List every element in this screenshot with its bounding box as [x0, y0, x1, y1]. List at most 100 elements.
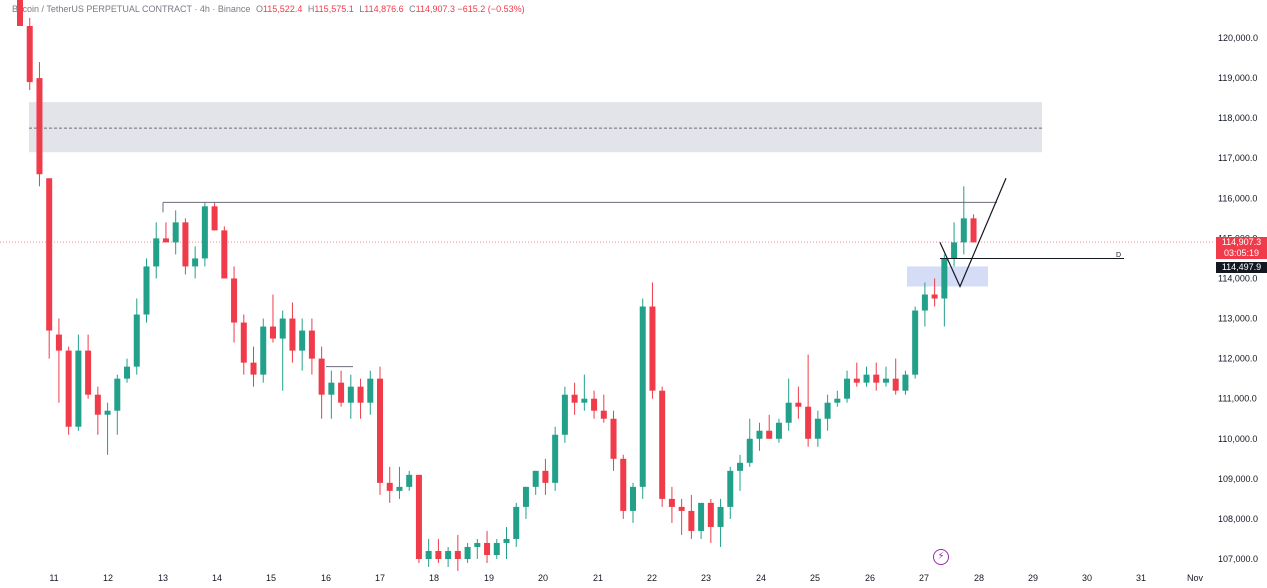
- candle: [357, 378, 364, 419]
- candle-body: [882, 378, 889, 383]
- candle-body: [746, 438, 753, 463]
- candle: [834, 390, 841, 407]
- candle: [659, 386, 666, 507]
- x-tick-label: 26: [865, 573, 875, 583]
- candle-body: [814, 418, 821, 439]
- candle-body: [853, 378, 860, 383]
- candle: [610, 410, 617, 471]
- y-tick-label: 112,000.0: [1218, 354, 1257, 364]
- candle-body: [124, 366, 131, 379]
- candle-body: [639, 306, 646, 487]
- candle-body: [347, 386, 354, 403]
- x-tick-label: 31: [1136, 573, 1146, 583]
- candle: [581, 374, 588, 411]
- candle-body: [454, 550, 461, 559]
- candle-body: [153, 238, 160, 267]
- candle-body: [269, 326, 276, 339]
- candle-body: [581, 398, 588, 403]
- candle-body: [46, 178, 53, 331]
- candle: [377, 366, 384, 495]
- candle-body: [65, 350, 72, 427]
- candle: [814, 410, 821, 447]
- candle-body: [542, 470, 549, 483]
- candle-body: [493, 542, 500, 555]
- candle-body: [133, 314, 140, 367]
- candle: [766, 414, 773, 439]
- candle-body: [571, 394, 578, 403]
- candle: [425, 538, 432, 568]
- candle: [921, 282, 928, 327]
- candle: [707, 498, 714, 543]
- y-tick-label: 110,000.0: [1218, 434, 1257, 444]
- candle: [124, 358, 131, 383]
- candle-body: [892, 378, 899, 391]
- candle: [737, 454, 744, 491]
- candle: [639, 298, 646, 499]
- y-tick-label: 118,000.0: [1218, 113, 1257, 123]
- candle-body: [532, 470, 539, 487]
- candle: [299, 318, 306, 371]
- y-tick-label: 114,000.0: [1218, 273, 1257, 283]
- candle: [795, 386, 802, 419]
- candle: [201, 202, 208, 267]
- y-tick-label: 120,000.0: [1218, 33, 1258, 43]
- candle: [269, 294, 276, 343]
- candle: [143, 258, 150, 323]
- candle-body: [299, 330, 306, 351]
- candle-body: [289, 318, 296, 351]
- candle: [542, 458, 549, 495]
- x-tick-label: 28: [974, 573, 984, 583]
- candle: [153, 222, 160, 279]
- candle-body: [143, 266, 150, 315]
- candle: [912, 306, 919, 379]
- candle-body: [629, 486, 636, 511]
- candle: [17, 0, 23, 26]
- y-tick-label: 109,000.0: [1218, 474, 1258, 484]
- candle: [396, 466, 403, 499]
- demand-zone: [907, 266, 988, 287]
- candle: [211, 202, 218, 231]
- candle-body: [678, 506, 685, 511]
- candle-body: [727, 470, 734, 507]
- candle: [289, 302, 296, 363]
- candle: [46, 178, 53, 359]
- candle: [94, 386, 101, 435]
- candle-body: [960, 218, 967, 243]
- x-tick-label: 30: [1082, 573, 1092, 583]
- candle: [951, 222, 958, 267]
- candle-body: [912, 310, 919, 375]
- candle-body: [552, 434, 559, 483]
- line-label: D: [1116, 252, 1122, 259]
- candle: [805, 354, 812, 447]
- candle: [464, 542, 471, 564]
- candle: [882, 366, 889, 387]
- close-label: C: [409, 4, 416, 14]
- candle-body: [717, 506, 724, 527]
- candle: [970, 214, 977, 243]
- candle-body: [338, 382, 345, 403]
- candle-body: [863, 374, 870, 383]
- high-label: H: [307, 4, 315, 14]
- candle: [853, 362, 860, 387]
- candle-body: [250, 362, 257, 375]
- candle: [308, 318, 315, 375]
- candle: [688, 494, 695, 539]
- low-value: 114,876.6: [364, 4, 404, 14]
- lightning-icon[interactable]: ⚡: [933, 549, 949, 565]
- candle: [474, 538, 481, 559]
- x-tick-label: 17: [375, 573, 385, 583]
- candle-body: [114, 378, 121, 411]
- candle: [367, 370, 374, 415]
- candle: [85, 334, 92, 399]
- candle: [279, 310, 286, 391]
- high-value: 115,575.1: [314, 4, 354, 14]
- candle: [75, 334, 82, 431]
- x-tick-label: 18: [429, 573, 439, 583]
- candle-body: [85, 350, 92, 395]
- candle: [941, 254, 948, 327]
- candle: [454, 534, 461, 572]
- candle-body: [873, 374, 880, 383]
- candle-body: [279, 318, 286, 339]
- candle: [698, 502, 705, 539]
